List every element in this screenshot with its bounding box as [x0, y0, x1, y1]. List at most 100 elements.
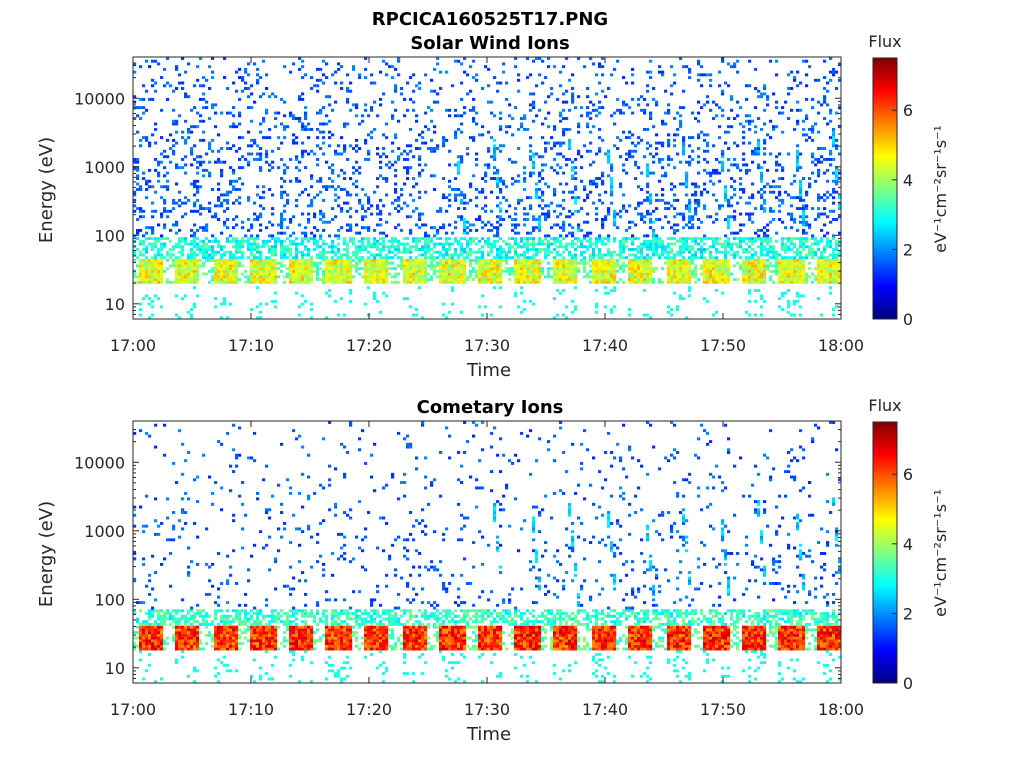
spectrogram-cell [226, 261, 230, 265]
spectrogram-cell [577, 196, 581, 200]
spectrogram-cell [454, 193, 458, 197]
spectrogram-cell [532, 160, 536, 164]
spectrogram-cell [379, 242, 383, 246]
spectrogram-cell [679, 106, 683, 110]
spectrogram-cell [679, 264, 683, 268]
spectrogram-cell [448, 278, 452, 281]
spectrogram-cell [235, 239, 239, 243]
spectrogram-cell [757, 117, 761, 120]
spectrogram-cell [664, 256, 668, 260]
spectrogram-cell [691, 223, 695, 227]
spectrogram-cell [496, 267, 500, 271]
spectrogram-cell [268, 220, 272, 224]
spectrogram-cell [766, 258, 770, 262]
spectrogram-cell [346, 272, 350, 276]
spectrogram-cell [367, 157, 371, 161]
spectrogram-cell [523, 207, 527, 211]
spectrogram-cell [493, 114, 497, 118]
spectrogram-cell [199, 250, 203, 254]
spectrogram-cell [562, 190, 566, 194]
spectrogram-cell [457, 278, 461, 281]
spectrogram-cell [574, 275, 578, 279]
spectrogram-cell [385, 264, 389, 268]
spectrogram-cell [217, 160, 221, 164]
spectrogram-cell [463, 267, 467, 271]
spectrogram-cell [502, 239, 506, 243]
spectrogram-cell [214, 269, 218, 273]
spectrogram-cell [610, 308, 614, 312]
spectrogram-cell [760, 177, 764, 181]
spectrogram-cell [379, 209, 383, 213]
spectrogram-cell [646, 196, 650, 200]
spectrogram-cell [430, 261, 434, 265]
spectrogram-cell [679, 57, 683, 60]
spectrogram-cell [196, 248, 200, 251]
spectrogram-cell [670, 272, 674, 276]
spectrogram-cell [535, 190, 539, 194]
spectrogram-cell [382, 92, 386, 96]
spectrogram-cell [235, 248, 239, 251]
spectrogram-cell [187, 269, 191, 273]
spectrogram-cell [310, 149, 314, 153]
spectrogram-cell [394, 267, 398, 271]
spectrogram-cell [589, 242, 593, 246]
spectrogram-cell [178, 190, 182, 194]
spectrogram-cell [280, 231, 284, 235]
spectrogram-cell [529, 299, 533, 303]
spectrogram-cell [577, 267, 581, 271]
spectrogram-cell [634, 256, 638, 260]
spectrogram-cell [724, 272, 728, 276]
spectrogram-cell [643, 198, 647, 202]
spectrogram-cell [568, 78, 572, 82]
spectrogram-cell [196, 198, 200, 202]
spectrogram-cell [661, 248, 665, 251]
spectrogram-cell [523, 275, 527, 279]
spectrogram-cell [136, 256, 140, 260]
spectrogram-cell [406, 144, 410, 148]
spectrogram-cell [676, 267, 680, 271]
spectrogram-cell [442, 275, 446, 279]
spectrogram-cell [205, 253, 209, 257]
spectrogram-cell [445, 272, 449, 276]
spectrogram-cell [601, 223, 605, 227]
spectrogram-cell [685, 264, 689, 268]
spectrogram-cell [703, 157, 707, 161]
spectrogram-cell [604, 253, 608, 257]
spectrogram-cell [427, 127, 431, 131]
spectrogram-cell [217, 280, 221, 284]
spectrogram-cell [181, 250, 185, 254]
spectrogram-cell [352, 166, 356, 170]
spectrogram-cell [637, 272, 641, 276]
spectrogram-cell [178, 204, 182, 208]
spectrogram-cell [532, 59, 536, 63]
spectrogram-cell [274, 253, 278, 257]
spectrogram-cell [439, 278, 443, 281]
spectrogram-cell [439, 87, 443, 90]
spectrogram-cell [343, 267, 347, 271]
spectrogram-cell [226, 269, 230, 273]
spectrogram-cell [607, 207, 611, 211]
spectrogram-cell [148, 297, 152, 301]
spectrogram-cell [406, 81, 410, 85]
spectrogram-cell [358, 250, 362, 254]
spectrogram-cell [250, 223, 254, 227]
spectrogram-cell [424, 278, 428, 281]
spectrogram-cell [187, 62, 191, 66]
spectrogram-cell [715, 212, 719, 216]
spectrogram-cell [532, 261, 536, 265]
spectrogram-cell [694, 201, 698, 205]
spectrogram-cell [664, 174, 668, 178]
spectrogram-cell [529, 207, 533, 211]
spectrogram-cell [406, 215, 410, 219]
spectrogram-cell [193, 204, 197, 208]
spectrogram-cell [676, 280, 680, 284]
spectrogram-cell [220, 258, 224, 262]
spectrogram-cell [598, 62, 602, 66]
spectrogram-cell [415, 182, 419, 186]
spectrogram-cell [415, 256, 419, 260]
spectrogram-cell [421, 272, 425, 276]
spectrogram-cell [628, 269, 632, 273]
panel-title: Solar Wind Ions [410, 33, 569, 54]
spectrogram-cell [190, 275, 194, 279]
spectrogram-cell [742, 272, 746, 276]
